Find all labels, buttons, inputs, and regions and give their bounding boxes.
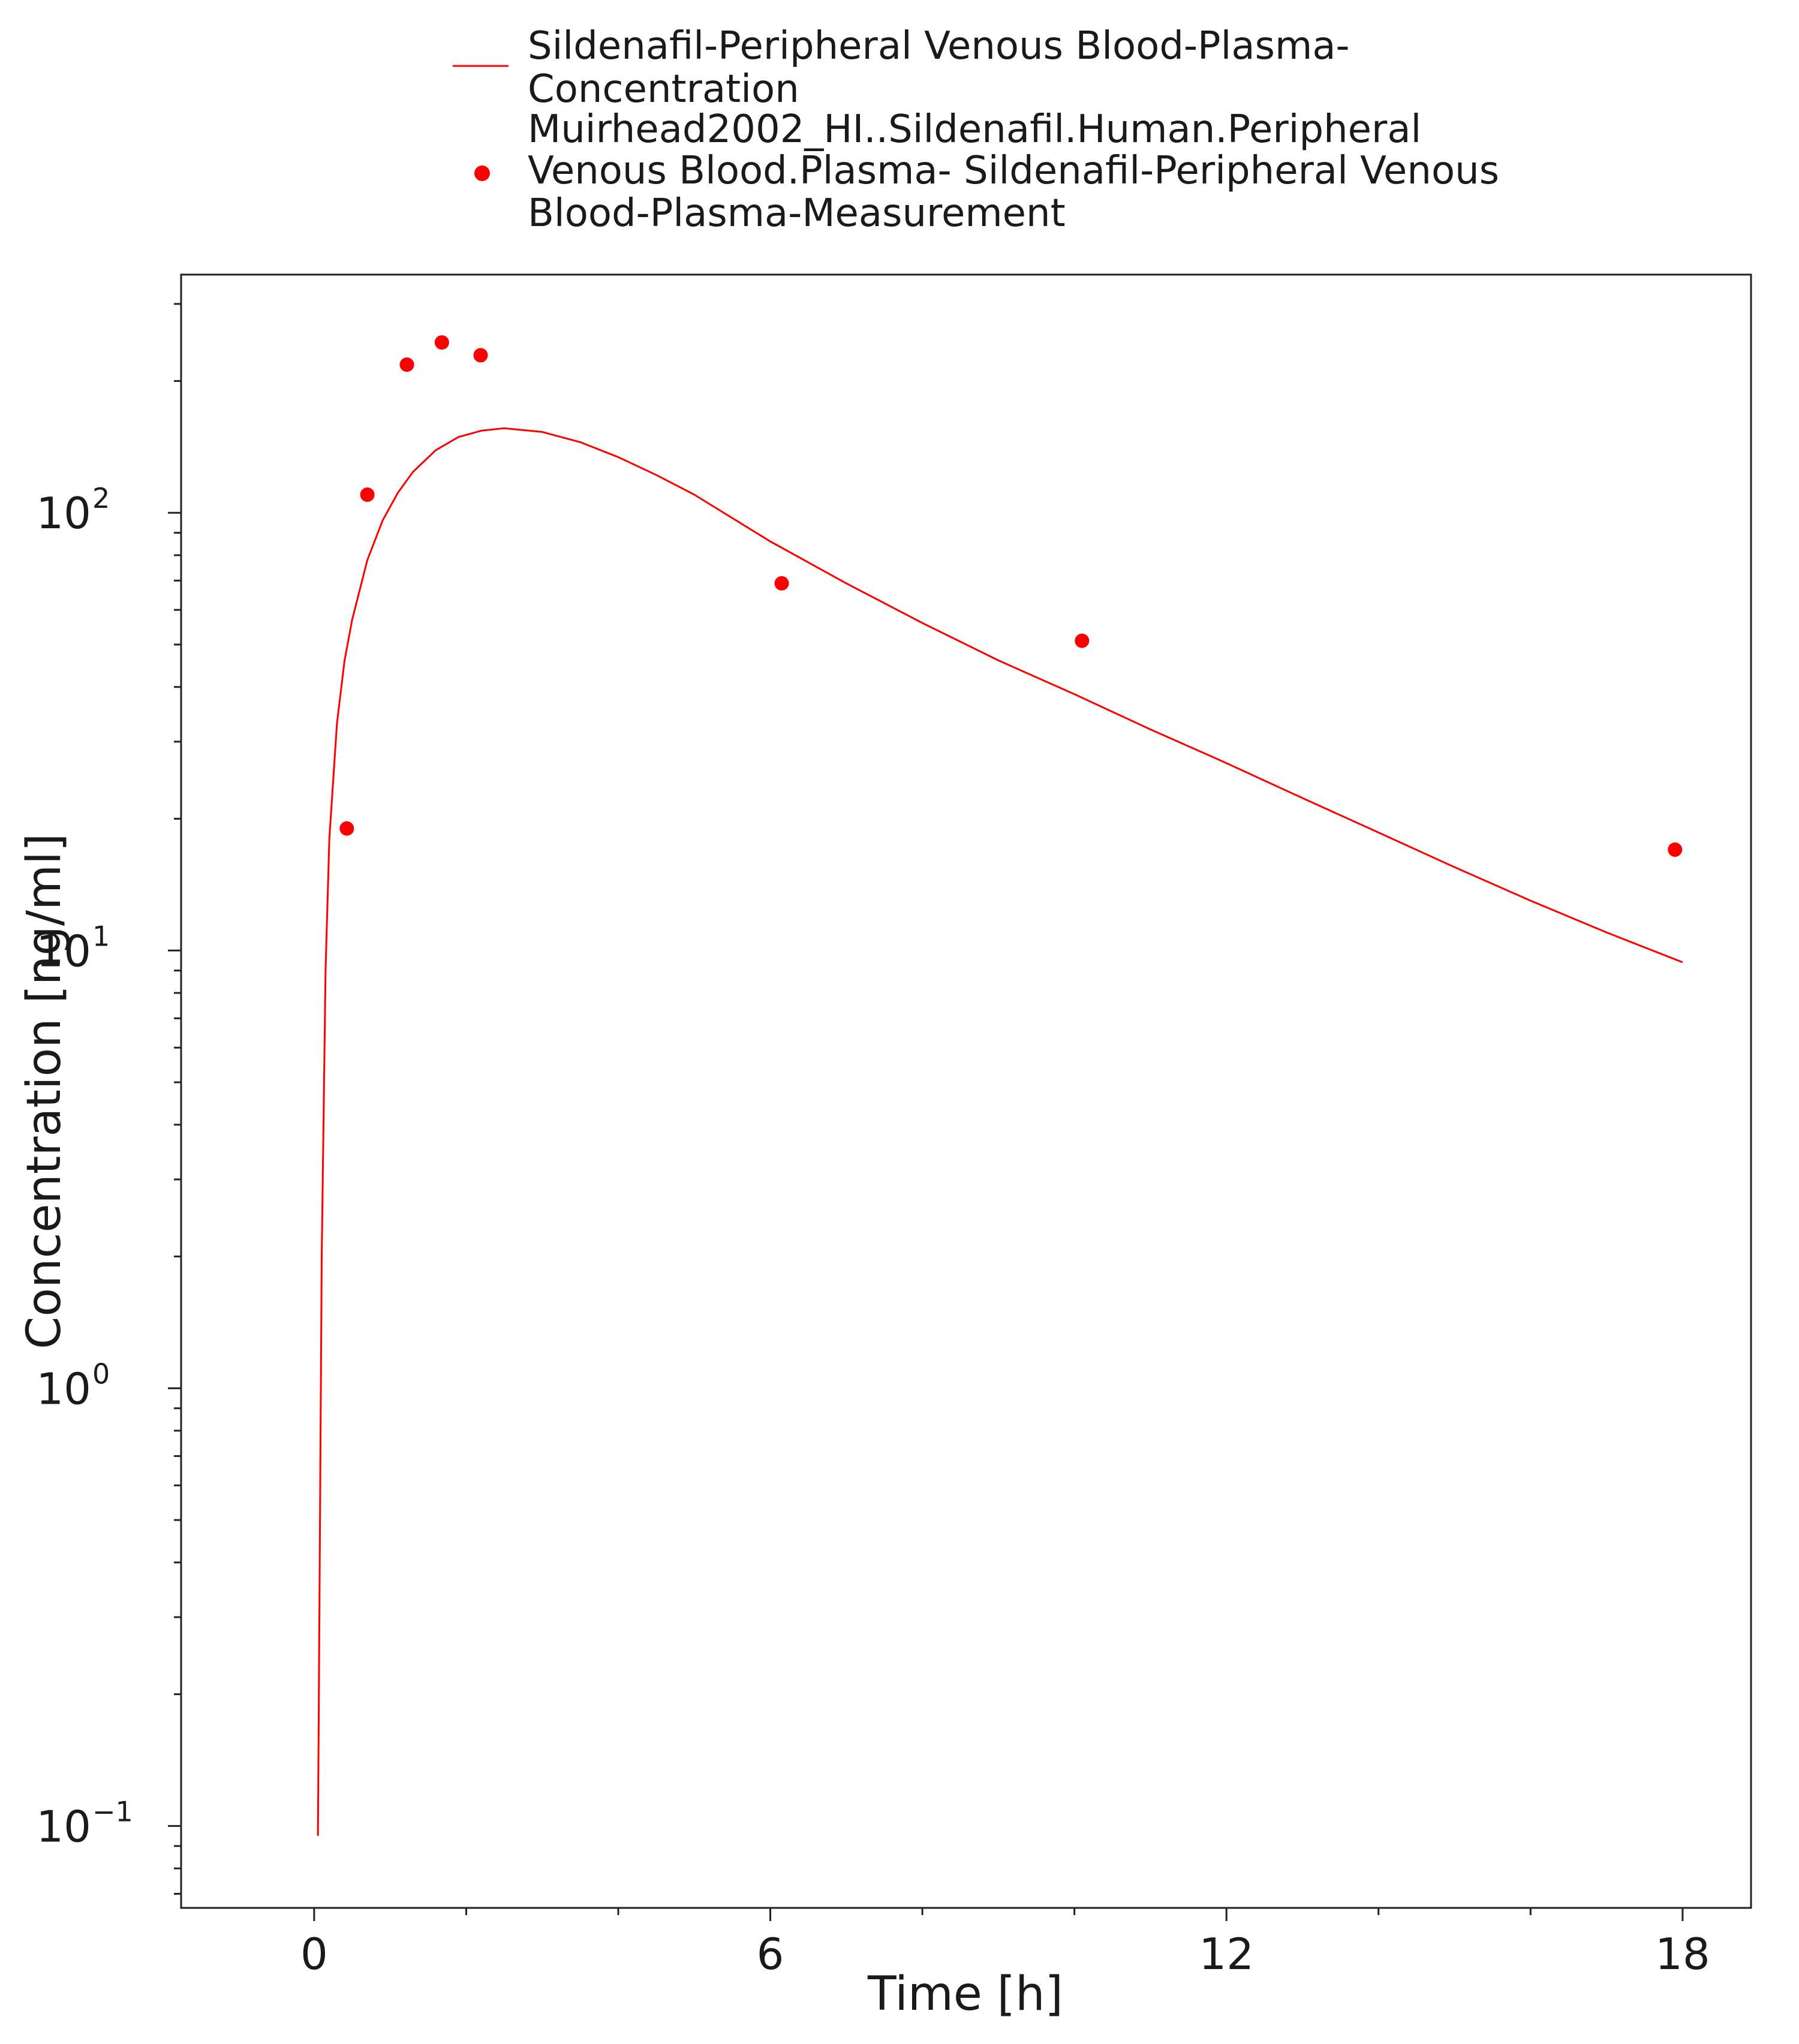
legend-marker-swatch <box>474 165 490 181</box>
plot-area <box>180 273 1752 1909</box>
x-tick-label: 18 <box>1655 1929 1710 1979</box>
y-tick-exponent: −1 <box>92 1795 133 1828</box>
series-line-simulation <box>317 427 1683 1836</box>
data-point-measurement <box>360 487 375 502</box>
y-tick-label: 10 <box>36 488 91 538</box>
legend-label-measurement-3: Blood-Plasma-Measurement <box>528 191 1066 236</box>
legend-label-line-1: Sildenafil-Peripheral Venous Blood-Plasm… <box>528 24 1350 68</box>
data-point-measurement <box>774 576 789 591</box>
data-point-measurement <box>1668 842 1683 857</box>
y-tick-exponent: 0 <box>92 1357 110 1390</box>
x-axis-title: Time [h] <box>867 1967 1063 2021</box>
y-tick-label: 10 <box>36 1801 91 1852</box>
legend-label-line-2: Concentration <box>528 67 799 112</box>
x-tick-label: 12 <box>1199 1929 1254 1979</box>
x-tick-label: 0 <box>300 1929 328 1979</box>
legend-label-measurement-2: Venous Blood.Plasma- Sildenafil-Peripher… <box>528 149 1499 193</box>
x-tick-label: 6 <box>757 1929 784 1979</box>
y-tick-label: 10 <box>36 926 91 976</box>
legend: Sildenafil-Peripheral Venous Blood-Plasm… <box>453 24 1499 236</box>
data-point-measurement <box>339 821 354 836</box>
series-layer <box>317 335 1683 1836</box>
data-point-measurement <box>399 357 414 372</box>
data-point-measurement <box>473 348 488 363</box>
y-tick-exponent: 1 <box>92 920 110 952</box>
data-point-measurement <box>1075 633 1090 648</box>
y-axis-title: Concentration [ng/ml] <box>17 833 71 1349</box>
y-tick-exponent: 2 <box>92 482 110 514</box>
legend-label-measurement-1: Muirhead2002_HI..Sildenafil.Human.Periph… <box>528 107 1421 152</box>
data-point-measurement <box>434 335 449 350</box>
y-tick-label: 10 <box>36 1363 91 1414</box>
x-axis-ticks: 0 6 12 18 <box>300 1908 1710 1979</box>
